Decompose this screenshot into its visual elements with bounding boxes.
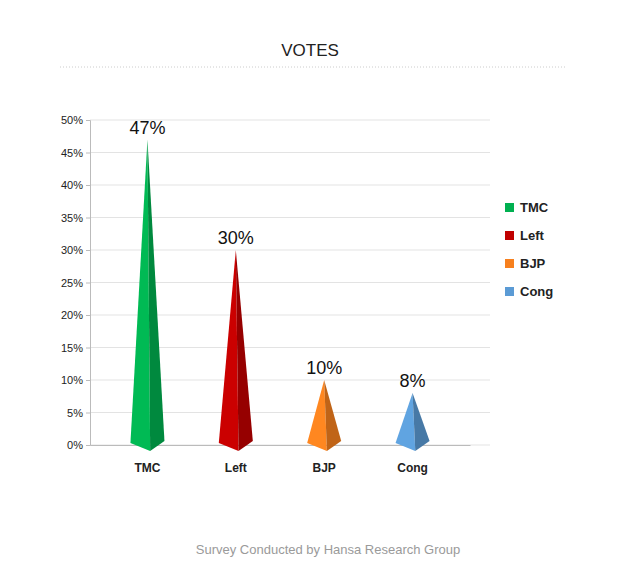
y-axis-line [86,121,91,446]
y-tick: 35% [61,212,90,224]
y-tick-label: 35% [61,212,83,224]
y-tick: 25% [61,277,90,289]
x-tick-label: Cong [397,461,428,475]
bar-face-left [307,380,327,451]
legend-item: TMC [505,200,549,215]
legend-label: Left [520,228,545,243]
y-axis: 0% 5% 10% 15% 20% 25% 30% 35% 40% 45% 50% [61,114,91,451]
y-tick-label: 5% [67,407,83,419]
data-labels: 47% 30% 10% 8% [129,118,425,392]
legend-label: BJP [520,256,546,271]
y-tick-mark [86,380,90,381]
y-tick: 20% [61,309,90,321]
y-tick: 15% [61,342,90,354]
y-tick: 0% [67,439,90,451]
y-tick-mark [86,445,90,446]
title-rule [60,67,565,68]
y-tick: 5% [67,407,90,419]
y-tick-label: 45% [61,147,83,159]
bar-face-right [147,140,164,452]
data-label: 10% [306,358,342,378]
y-tick-mark [86,250,90,251]
y-tick-label: 30% [61,244,83,256]
x-tick-label: TMC [134,461,160,475]
bar-face-right [236,250,253,451]
y-tick-mark [86,185,90,186]
bar-face-left [396,393,416,451]
x-tick-label: Left [225,461,247,475]
y-tick-label: 0% [67,439,83,451]
legend-swatch [505,287,514,296]
bar-face-left [130,140,150,452]
y-tick-mark [86,120,90,121]
data-label: 47% [129,118,165,138]
y-tick-label: 10% [61,374,83,386]
bar-face-right [413,393,430,451]
grid-line [90,152,490,153]
y-tick: 30% [61,244,90,256]
y-tick-mark [86,283,90,284]
data-label: 8% [400,371,426,391]
chart-svg: VOTES 0% 5% 10% 15% 20% 25% 30% 35% 40% 45% 50% TMC L… [0,0,620,571]
y-tick-mark [86,413,90,414]
y-tick: 50% [61,114,90,126]
y-tick: 45% [61,147,90,159]
y-tick-label: 25% [61,277,83,289]
annotation: Survey Conducted by Hansa Research Group [196,542,460,557]
y-tick: 10% [61,374,90,386]
y-tick-mark [86,218,90,219]
legend-label: TMC [520,200,549,215]
y-tick: 40% [61,179,90,191]
title: VOTES [281,41,339,60]
y-tick-label: 50% [61,114,83,126]
chart-container: VOTES 0% 5% 10% 15% 20% 25% 30% 35% 40% 45% 50% TMC L… [0,0,620,571]
y-tick-label: 20% [61,309,83,321]
x-tick-label: BJP [313,461,336,475]
legend-label: Cong [520,284,553,299]
y-tick-mark [86,315,90,316]
bar-face-left [219,250,239,451]
legend-swatch [505,231,514,240]
legend-item: BJP [505,256,546,271]
marks [130,140,429,452]
y-tick-mark [86,153,90,154]
y-tick-label: 40% [61,179,83,191]
legend-swatch [505,259,514,268]
legend-item: Left [505,228,545,243]
bar-face-right [324,380,341,451]
legend-item: Cong [505,284,553,299]
legend-swatch [505,203,514,212]
legend: TMC Left BJP Cong [505,200,553,299]
data-label: 30% [218,228,254,248]
y-tick-mark [86,348,90,349]
y-tick-label: 15% [61,342,83,354]
